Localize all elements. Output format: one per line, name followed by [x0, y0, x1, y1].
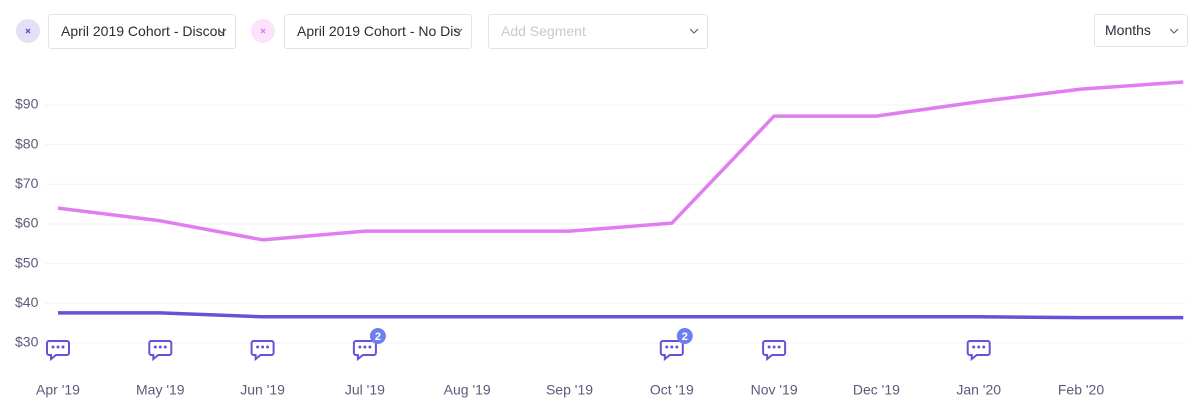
comment-dot [56, 345, 60, 349]
x-tick-label: Jan '20 [956, 382, 1001, 398]
x-tick-label: May '19 [136, 382, 185, 398]
comment-badge [369, 328, 386, 344]
x-tick-label: Jul '19 [345, 382, 385, 398]
comment-dot [358, 345, 362, 349]
x-tick-label: Nov '19 [751, 382, 798, 398]
comment-marker[interactable] [762, 340, 787, 362]
comment-dot [665, 345, 669, 349]
x-tick-label: Jun '19 [240, 382, 285, 398]
y-tick-label: $40 [15, 294, 39, 310]
comment-dot [51, 345, 55, 349]
comment-badge [676, 328, 693, 344]
comment-icon [352, 340, 377, 362]
period: Months [1105, 22, 1151, 38]
y-tick-label: $30 [15, 334, 39, 350]
comment-dot [266, 345, 270, 349]
comment-icon [250, 340, 275, 362]
comment-dot [777, 345, 781, 349]
y-tick-label: $50 [15, 254, 39, 270]
comment-dot [363, 345, 367, 349]
segment-name: April 2019 Cohort - No Dis [297, 23, 461, 39]
comment-dot [772, 345, 776, 349]
segment-select[interactable]: April 2019 Cohort - Discou [48, 14, 236, 49]
comment-dot [163, 345, 167, 349]
series-line [58, 311, 1184, 320]
comment-icon [762, 340, 787, 362]
y-tick-label: $80 [15, 135, 39, 151]
comment-dot [153, 345, 157, 349]
comment-marker[interactable]: 2 [352, 328, 386, 362]
comment-dot [61, 345, 65, 349]
remove-segment[interactable] [16, 19, 40, 43]
comment-dot [670, 345, 674, 349]
add-segment-select[interactable]: Add Segment [488, 14, 708, 49]
comment-dot [158, 345, 162, 349]
comment-marker[interactable] [148, 340, 173, 362]
comment-dot [972, 345, 976, 349]
x-tick-label: Dec '19 [853, 382, 900, 398]
comment-icon [148, 340, 173, 362]
segment-name: April 2019 Cohort - Discou [61, 23, 226, 39]
comment-marker[interactable] [46, 340, 70, 362]
comment-count: 2 [375, 331, 381, 343]
y-tick-label: $70 [15, 175, 39, 191]
comment-dot [767, 345, 771, 349]
remove-segment[interactable] [251, 19, 275, 43]
comment-icon [966, 340, 991, 362]
comment-marker[interactable] [966, 340, 991, 362]
comment-dot [977, 345, 981, 349]
y-tick-label: $60 [15, 215, 39, 231]
x-tick-label: Feb '20 [1058, 382, 1104, 398]
period-select[interactable]: Months [1094, 14, 1188, 47]
comment-dot [261, 345, 265, 349]
comment-dot [982, 345, 986, 349]
comment-count: 2 [682, 331, 688, 343]
comment-dot [256, 345, 260, 349]
y-tick-label: $90 [15, 96, 39, 112]
x-tick-label: Sep '19 [546, 382, 593, 398]
comment-marker[interactable]: 2 [659, 328, 693, 362]
series-line [57, 80, 1184, 242]
comment-icon [659, 340, 684, 362]
comment-dot [675, 345, 679, 349]
comment-icon [46, 340, 70, 362]
x-tick-label: Apr '19 [36, 382, 80, 398]
comment-dot [368, 345, 372, 349]
x-tick-label: Aug '19 [444, 382, 491, 398]
comment-marker[interactable] [250, 340, 275, 362]
segment-select[interactable]: April 2019 Cohort - No Dis [284, 14, 472, 49]
x-tick-label: Oct '19 [650, 382, 694, 398]
placeholder: Add Segment [501, 23, 586, 39]
